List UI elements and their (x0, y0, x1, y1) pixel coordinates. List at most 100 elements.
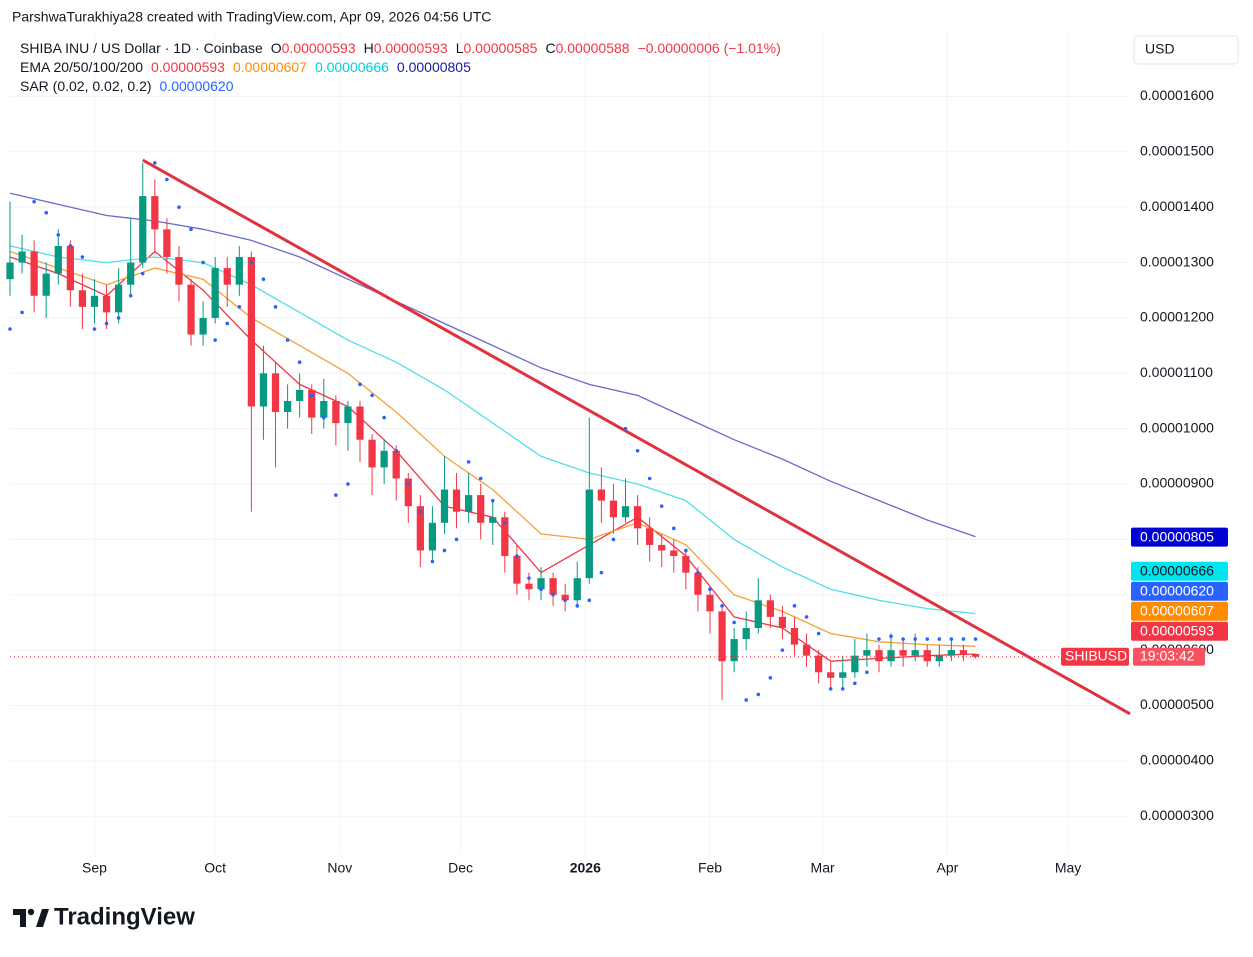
candle-body (658, 544, 666, 551)
candle-body (477, 495, 485, 523)
value-tag: 0.00000593 (1140, 622, 1214, 638)
candle-body (923, 650, 931, 662)
countdown-bg (1133, 647, 1205, 666)
value-tag-bg (1131, 561, 1228, 581)
y-tick-label: 0.00001200 (1140, 309, 1214, 325)
sar-dot (671, 526, 676, 531)
symbol: SHIBA INU / US Dollar · 1D · Coinbase (20, 40, 263, 56)
sar-dot (68, 244, 73, 248)
value-tag-bg (1131, 581, 1228, 601)
candle-body (127, 262, 135, 285)
sar-dot (430, 559, 435, 564)
sar-dot (828, 687, 833, 691)
sar-dot (237, 305, 242, 309)
x-tick-label: Nov (327, 860, 352, 876)
y-tick-label: 0.00001300 (1140, 253, 1214, 269)
sar-dot (696, 570, 700, 575)
sar-dot (599, 570, 604, 575)
sar-dot (503, 520, 507, 525)
value-tag: 0.00000805 (1140, 528, 1214, 544)
currency-box[interactable] (1133, 35, 1239, 65)
sar-dot (418, 509, 423, 514)
x-tick-label: Feb (698, 860, 722, 876)
candle-body (211, 268, 219, 318)
sar-dot (370, 393, 374, 398)
sar-dot (623, 426, 628, 431)
x-tick-label: Apr (936, 860, 958, 876)
y-tick-label: 0.00001400 (1140, 198, 1214, 214)
ohlc-value: 0.00000593 (374, 40, 448, 56)
candle-body (308, 389, 316, 418)
sar-dot (575, 604, 580, 608)
value-tag-bg (1131, 621, 1228, 641)
candle-body (827, 672, 835, 678)
header: SHIBA INU / US Dollar · 1D · Coinbase O0.… (20, 40, 781, 56)
change: −0.00000006 (−1.01%) (638, 40, 781, 56)
sar-dot (20, 310, 24, 315)
sar-dot (659, 504, 664, 508)
sar-dot (382, 415, 386, 420)
candle-body (356, 406, 364, 440)
candle-body (754, 600, 762, 628)
credit: ParshwaTurakhiya28 created with TradingV… (12, 9, 491, 25)
candle-body (392, 450, 400, 479)
ema-legend: EMA 20/50/100/200 0.00000593 0.00000607 0.0… (20, 59, 471, 75)
sar-dot (454, 537, 459, 542)
ema-value: 0.00000666 (315, 59, 389, 75)
candle-body (815, 655, 823, 673)
ema-value: 0.00000593 (151, 59, 225, 75)
sar-dot (478, 476, 483, 481)
sar-dot (515, 554, 519, 558)
brand-logo (13, 908, 49, 927)
ema-line (9, 245, 976, 615)
sar-dot (80, 255, 85, 259)
countdown: 19:03:42 (1140, 647, 1195, 663)
candle-body (887, 650, 895, 662)
sar-dot (358, 382, 362, 387)
sar-dot (539, 587, 543, 592)
currency[interactable]: USD (1145, 41, 1175, 57)
candle-body (102, 295, 111, 313)
candle-body (597, 489, 605, 501)
candle-body (320, 400, 328, 418)
ema-line (9, 250, 976, 647)
sar-dot (225, 321, 230, 326)
candle-body (368, 439, 376, 468)
candle-body (223, 268, 231, 285)
sar-dot (937, 637, 942, 641)
sar-dot (587, 598, 592, 603)
candle-body (344, 406, 352, 424)
candle-body (259, 373, 268, 407)
value-tag: 0.00000620 (1140, 582, 1214, 598)
sar-dot (8, 327, 12, 331)
sar-dot (104, 321, 109, 326)
sar-dot (901, 637, 905, 641)
sar-dot (273, 305, 278, 309)
candle-body (18, 251, 26, 263)
sar-dot (32, 199, 36, 204)
ohlc-value: 0.00000593 (282, 40, 356, 56)
sar-dot (865, 670, 869, 675)
sar-dot (684, 548, 688, 553)
sar-dot (925, 637, 930, 641)
candle-body (694, 572, 702, 595)
candle-body (549, 578, 557, 595)
sar-dot (44, 210, 49, 215)
candle-body (525, 583, 533, 590)
ohlc-key: H (364, 40, 374, 56)
candle-body (537, 578, 545, 590)
x-tick-label: Dec (448, 860, 473, 876)
x-tick-label: Mar (811, 860, 835, 876)
candle-body (778, 616, 787, 628)
value-tag-bg (1131, 601, 1228, 621)
candle-body (501, 517, 509, 557)
candle-body (621, 506, 630, 518)
x-tick-label: 2026 (570, 860, 601, 876)
sar-dot (853, 681, 857, 686)
candle-body (670, 550, 678, 557)
candle-body (971, 654, 980, 657)
candle-body (947, 650, 955, 656)
sar-legend-title: SAR (0.02, 0.02, 0.2) (20, 78, 152, 94)
